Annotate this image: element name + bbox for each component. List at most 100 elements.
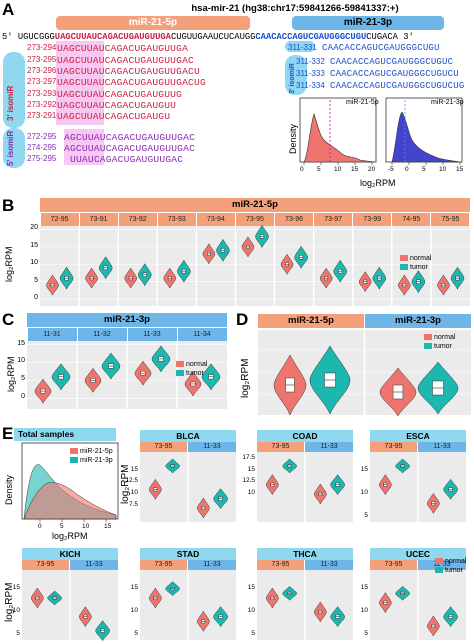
cancer-ytick: 10 — [130, 489, 138, 496]
pos-3p-main-bg — [285, 41, 315, 52]
seq-row: UAGCUUAUCAGACUGAUGUUG — [57, 88, 183, 100]
total-legend-5p: miR-21-5p — [70, 447, 113, 456]
cancer-facet-5p: 73-95 — [140, 560, 187, 570]
panel-b-label: B — [2, 196, 15, 215]
cancer-ytick: 7.5 — [128, 500, 138, 508]
panel-c-facet: 11-32 — [77, 328, 127, 341]
density-3p-tick-label: -5 — [388, 166, 394, 173]
iso3-label: 3' isomiR — [6, 85, 15, 121]
seq-pos: 273-297 — [27, 77, 57, 87]
cancer-plot-blca — [140, 452, 236, 522]
density-plots — [299, 97, 463, 165]
cancer-facet-3p: 11-33 — [418, 560, 466, 570]
panel-b-facet: 74-95 — [392, 213, 431, 226]
total-density-xtick: 0 — [38, 523, 42, 530]
seq-pos-3p: 311-334 — [296, 81, 325, 90]
panel-b-legend: normal tumor — [400, 254, 431, 272]
density-5p-tick-label: 15 — [351, 166, 359, 173]
d-legend-normal-swatch — [424, 334, 432, 341]
seq-row-3p: CAACACCAGUCGAUGGGCUGU — [322, 43, 440, 53]
c-legend-normal: normal — [176, 360, 207, 369]
iso5-badge-bg — [3, 128, 25, 168]
seq-row: UUAUCAGACUGAUGUUGAC — [70, 154, 184, 166]
density-3p-tick-label: 0 — [405, 166, 409, 173]
cancer-ytick: 15 — [130, 465, 138, 473]
precursor-loop: CUGUUGAAUCUCAUGG — [170, 32, 256, 42]
panel-b-facet: 72-95 — [40, 213, 79, 226]
density-3p-tick-label: 5 — [422, 166, 426, 173]
panel-d-ylabel: log₂RPM — [240, 358, 251, 398]
density-3p-curve — [391, 111, 461, 163]
cancer-facet-3p: 11-33 — [305, 442, 353, 452]
total-density-xtick: 10 — [82, 523, 90, 530]
cancer-ytick: 17.5 — [242, 454, 255, 461]
panel-c-facet: 11-33 — [127, 328, 177, 341]
density-3p-title: miR-21-3p — [431, 99, 464, 106]
panel-b-ytick: 0 — [34, 294, 38, 302]
cancer-facet-5p: 73-95 — [140, 442, 187, 452]
total-density-ylabel: Density — [4, 474, 14, 505]
panel-b-ytick: 15 — [30, 241, 38, 249]
cancer-title-thca: THCA — [257, 548, 353, 560]
panel-d-legend: normal tumor — [424, 333, 455, 351]
total-legend-3p-text: miR-21-3p — [80, 457, 113, 464]
panel-e-legend: normal tumor — [435, 557, 466, 575]
total-density-plot — [21, 442, 119, 522]
total-legend-3p: miR-21-3p — [70, 456, 113, 465]
e-legend-normal: normal — [435, 557, 466, 566]
seq-pos: 273-294 — [27, 43, 57, 52]
seq-pos: 273-291 — [27, 111, 57, 120]
cancer-ytick: 5 — [364, 630, 368, 638]
c-legend-tumor-text: tumor — [186, 370, 204, 377]
panel-a-label: A — [2, 0, 15, 19]
cancer-plot-kich — [22, 570, 118, 642]
legend-tumor-swatch — [400, 264, 408, 271]
seq-row: UAGCUUAUCAGACUGAUGU — [57, 111, 171, 122]
cancer-ytick: 10 — [12, 607, 20, 614]
cancer-facet-5p: 73-95 — [22, 560, 69, 570]
cancer-facet-5p: 73-95 — [370, 442, 417, 452]
seq-row: UAGCUUAUCAGACUGAUGUU — [57, 99, 177, 111]
mir-3p-header: miR-21-3p — [292, 16, 444, 30]
panel-b-facet: 73-92 — [118, 213, 157, 226]
panel-c-facet: 11-34 — [177, 328, 227, 341]
seq-row-3p: CAACACCAGUCGAUGGGCUGUC — [330, 57, 454, 67]
total-legend: miR-21-5p miR-21-3p — [70, 447, 113, 465]
e-legend-normal-swatch — [435, 558, 443, 565]
seq-row: UAGCUUAUCAGACUGAUGUUGACU — [57, 66, 200, 78]
panel-b-facet: 73-91 — [79, 213, 118, 226]
seq-row: AGCUUAUCAGACUGAUGUUGAC — [64, 132, 196, 143]
total-samples-title: Total samples — [14, 428, 116, 441]
d-legend-tumor-swatch — [424, 343, 432, 350]
cancer-ytick: 10 — [360, 607, 368, 614]
precursor-title: hsa-mir-21 (hg38:chr17:59841266-59841337… — [191, 3, 399, 14]
density-xlabel: log₂RPM — [360, 178, 396, 188]
total-density-xtick: 5 — [60, 523, 64, 530]
iso5-label: 5' isomiR — [6, 130, 15, 166]
panel-c-ytick: 5 — [21, 375, 25, 383]
cancer-ytick: 15 — [247, 583, 255, 591]
cancer-ytick: 10 — [360, 489, 368, 496]
seq-pos: 272-295 — [27, 132, 57, 141]
legend-tumor: tumor — [400, 263, 431, 272]
d-legend-tumor: tumor — [424, 342, 455, 351]
total-legend-5p-text: miR-21-5p — [80, 448, 113, 455]
legend-tumor-text: tumor — [410, 264, 428, 271]
precursor-mature-5p: UAGCUUAUCAGACUGAUGUUGA — [54, 32, 171, 42]
cancer-title-blca: BLCA — [140, 430, 236, 442]
panel-b-violins — [40, 224, 470, 306]
e-legend-tumor-text: tumor — [445, 567, 463, 574]
total-density-5p — [23, 482, 117, 520]
cancer-ytick: 12.5 — [125, 477, 138, 485]
cancer-facet-5p: 73-95 — [257, 560, 304, 570]
cancer-title-kich: KICH — [22, 548, 118, 560]
panel-b-ytick: 5 — [34, 276, 38, 284]
c-legend-tumor-swatch — [176, 370, 184, 377]
cancer-plot-ucec — [370, 570, 466, 640]
cancer-title-esca: ESCA — [370, 430, 466, 442]
seq-pos: 273-296 — [27, 66, 57, 76]
panel-b-ytick: 10 — [30, 259, 38, 267]
iso3-badge-bg — [3, 52, 25, 128]
panel-b-facet: 73-97 — [314, 213, 353, 226]
seq-pos-3p: 311-332 — [296, 57, 325, 66]
